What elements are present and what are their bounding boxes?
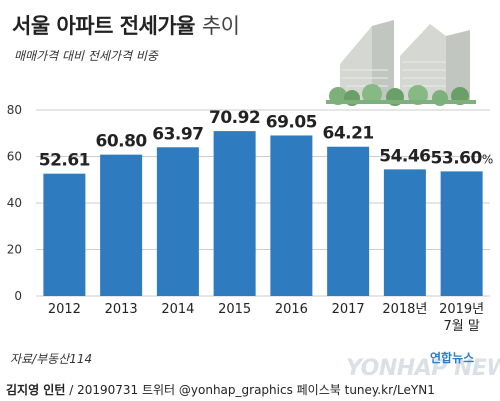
bar [327, 146, 370, 296]
page-title: 서울 아파트 전세가율 추이 [12, 14, 240, 38]
x-tick-label: 2012 [48, 302, 81, 317]
data-label: 63.97 [152, 124, 203, 144]
data-label: 64.21 [322, 124, 373, 144]
y-tick-label: 0 [14, 289, 22, 303]
bar [440, 171, 483, 296]
data-label: 70.92 [209, 108, 260, 128]
data-label: 54.46 [379, 146, 430, 166]
credit-author: 김지영 인턴 [6, 383, 66, 397]
bar [383, 169, 426, 296]
page-subtitle: 매매가격 대비 전세가격 비중 [14, 49, 158, 63]
bar [100, 154, 143, 296]
watermark: YONHAP NEWS [346, 356, 500, 381]
source-note: 자료/부동산114 [10, 352, 93, 366]
x-tick-label: 2019년 7월 말 [439, 302, 484, 334]
x-tick-label: 2016 [275, 302, 308, 317]
y-tick-label: 60 [7, 150, 22, 164]
apartment-buildings-icon [326, 20, 476, 106]
data-label: 52.61 [39, 151, 90, 171]
footer-credits: 김지영 인턴 / 20190731 트위터 @yonhap_graphics 페… [0, 377, 500, 401]
bar [156, 147, 199, 296]
x-tick-label: 2014 [161, 302, 194, 317]
data-label: 69.05 [266, 112, 317, 132]
x-tick-label: 2018년 [382, 302, 427, 317]
x-tick-label: 2017 [332, 302, 365, 317]
bar [270, 135, 313, 296]
y-tick-label: 80 [7, 103, 22, 117]
y-tick-label: 20 [7, 243, 22, 257]
data-label: 60.80 [95, 132, 147, 152]
y-tick-label: 40 [7, 196, 22, 210]
x-tick-label: 2015 [218, 302, 251, 317]
x-tick-label: 2013 [105, 302, 138, 317]
bar [43, 173, 86, 296]
bar [213, 131, 256, 296]
data-label: 53.60% [431, 148, 493, 168]
brand-logo: 연합뉴스 [430, 351, 475, 365]
credit-details: / 20190731 트위터 @yonhap_graphics 페이스북 tun… [65, 383, 435, 397]
